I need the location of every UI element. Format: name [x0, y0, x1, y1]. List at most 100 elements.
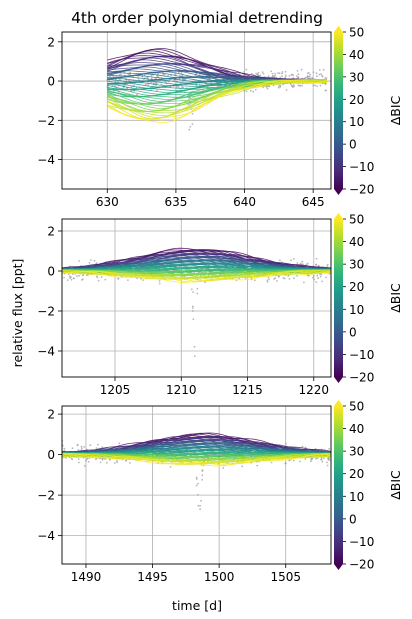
data-point [278, 85, 280, 87]
data-point [318, 73, 321, 76]
y-tick-label: −2 [37, 305, 55, 319]
data-point [191, 310, 194, 312]
data-point [104, 278, 107, 281]
data-point [93, 259, 96, 262]
plot-area [62, 432, 331, 511]
data-point [288, 459, 291, 462]
model-curve [62, 453, 331, 467]
data-point [73, 277, 75, 280]
x-tick-label: 1210 [166, 383, 197, 397]
data-point [301, 445, 304, 448]
data-point [309, 460, 312, 463]
x-tick-label: 630 [96, 195, 119, 209]
data-point [83, 465, 86, 467]
data-point [63, 456, 65, 459]
data-point [87, 460, 90, 463]
data-point [303, 281, 305, 284]
data-point [271, 75, 274, 78]
data-point [320, 458, 322, 461]
colorbar-tick-label: 0 [349, 325, 357, 339]
data-point [278, 72, 281, 75]
y-tick-label: 0 [47, 265, 55, 279]
data-point [80, 445, 83, 448]
data-point [292, 86, 294, 89]
data-point [83, 446, 86, 448]
data-point [321, 75, 324, 78]
y-tick-label: 2 [47, 225, 55, 239]
data-point [320, 273, 323, 276]
data-point [316, 457, 319, 460]
data-point [77, 449, 80, 451]
data-point [127, 279, 129, 281]
data-point [270, 461, 273, 464]
data-point [307, 72, 310, 74]
data-point [201, 469, 204, 472]
data-point [199, 508, 202, 511]
data-point [150, 81, 153, 84]
data-point [311, 77, 314, 79]
data-point [318, 69, 321, 71]
data-point [196, 287, 199, 290]
data-point [309, 73, 311, 76]
data-point [97, 279, 100, 282]
data-point [268, 85, 271, 88]
data-point [291, 85, 293, 87]
data-point [199, 504, 202, 507]
data-point [82, 274, 84, 277]
data-point [193, 355, 196, 357]
data-point [308, 75, 311, 78]
data-point [78, 260, 80, 262]
data-point [197, 482, 199, 485]
data-point [78, 461, 80, 464]
data-point [306, 76, 309, 79]
colorbar-extend-top [334, 26, 343, 32]
data-point [200, 499, 203, 502]
data-point [71, 447, 74, 450]
data-point [94, 458, 97, 460]
data-point [315, 281, 318, 283]
x-tick-label: 1220 [298, 383, 329, 397]
model-curve [62, 270, 331, 283]
data-point [301, 260, 304, 263]
y-tick-label: 0 [47, 448, 55, 462]
data-point [193, 345, 196, 348]
data-point [85, 459, 87, 462]
data-point [322, 68, 325, 71]
data-point [120, 73, 122, 76]
data-point [66, 279, 69, 281]
data-point [326, 464, 329, 467]
data-point [292, 74, 295, 76]
model-curve [107, 80, 327, 121]
data-point [300, 68, 303, 71]
data-point [195, 484, 198, 487]
y-tick-label: −2 [37, 489, 55, 503]
data-point [281, 75, 283, 78]
data-point [277, 72, 279, 74]
data-point [109, 75, 111, 78]
data-point [284, 70, 287, 73]
colorbar-tick-label: 30 [349, 445, 364, 459]
data-point [262, 86, 264, 89]
data-point [113, 84, 116, 87]
data-point [95, 447, 98, 450]
data-point [290, 74, 293, 76]
data-point [118, 78, 121, 81]
data-point [78, 274, 80, 277]
data-point [182, 86, 184, 89]
data-point [164, 74, 166, 76]
data-point [222, 467, 225, 469]
data-point [317, 277, 319, 280]
data-point [320, 457, 323, 459]
data-point [279, 76, 282, 79]
data-point [196, 292, 199, 295]
data-point [272, 84, 275, 87]
data-point [299, 84, 301, 87]
data-point [129, 462, 131, 464]
data-point [195, 476, 198, 479]
data-point [169, 466, 172, 468]
data-point [86, 457, 89, 460]
colorbar-tick-label: −10 [349, 348, 374, 362]
data-point [293, 277, 295, 280]
